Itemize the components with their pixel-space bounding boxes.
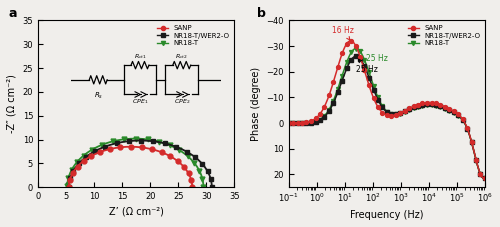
X-axis label: Z’ (Ω cm⁻²): Z’ (Ω cm⁻²) bbox=[108, 207, 164, 217]
X-axis label: Frequency (Hz): Frequency (Hz) bbox=[350, 210, 424, 220]
Legend: SANP, NR18-T/WER2-O, NR18-T: SANP, NR18-T/WER2-O, NR18-T bbox=[407, 24, 482, 47]
Text: 25 Hz: 25 Hz bbox=[356, 59, 378, 74]
Legend: SANP, NR18-T/WER2-O, NR18-T: SANP, NR18-T/WER2-O, NR18-T bbox=[156, 24, 231, 47]
Text: b: b bbox=[258, 7, 266, 20]
Y-axis label: -Z″ (Ω cm⁻²): -Z″ (Ω cm⁻²) bbox=[7, 74, 17, 133]
Text: 25 Hz: 25 Hz bbox=[360, 50, 388, 64]
Text: a: a bbox=[8, 7, 17, 20]
Text: 16 Hz: 16 Hz bbox=[332, 26, 354, 40]
Y-axis label: Phase (degree): Phase (degree) bbox=[250, 67, 260, 141]
